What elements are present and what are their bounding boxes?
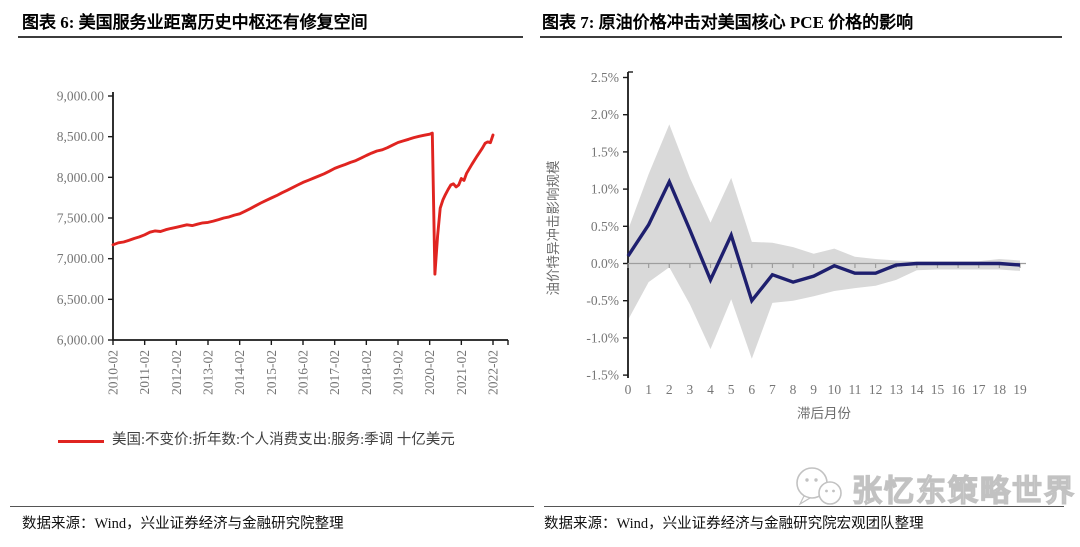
svg-text:2013-02: 2013-02 bbox=[201, 350, 216, 395]
us-services-line-chart: 9,000.00 8,500.00 8,000.00 7,500.00 7,000.00… bbox=[57, 89, 509, 395]
watermark-text: 张忆东策略世界 bbox=[851, 474, 1076, 508]
svg-text:2019-02: 2019-02 bbox=[391, 350, 406, 395]
chart-7-title-rule bbox=[540, 36, 1062, 38]
svg-text:16: 16 bbox=[951, 382, 965, 397]
svg-text:12: 12 bbox=[869, 382, 883, 397]
svg-text:15: 15 bbox=[931, 382, 945, 397]
svg-text:0: 0 bbox=[625, 382, 632, 397]
watermark: 张忆东策略世界 bbox=[790, 466, 1076, 510]
svg-text:-1.5%: -1.5% bbox=[586, 368, 619, 383]
svg-text:18: 18 bbox=[993, 382, 1007, 397]
svg-text:14: 14 bbox=[910, 382, 924, 397]
svg-text:2016-02: 2016-02 bbox=[296, 350, 311, 395]
chart-7-title: 图表 7: 原油价格冲击对美国核心 PCE 价格的影响 bbox=[542, 13, 914, 32]
svg-text:2.5%: 2.5% bbox=[591, 70, 619, 85]
svg-text:7: 7 bbox=[769, 382, 776, 397]
svg-text:13: 13 bbox=[889, 382, 903, 397]
panel-chart-6: 图表 6: 美国服务业距离历史中枢还有修复空间 9,000.00 8,500.00… bbox=[10, 13, 534, 532]
svg-text:2017-02: 2017-02 bbox=[327, 350, 342, 395]
svg-text:2.0%: 2.0% bbox=[591, 107, 619, 122]
svg-text:2012-02: 2012-02 bbox=[169, 350, 184, 395]
svg-text:-1.0%: -1.0% bbox=[586, 330, 619, 345]
svg-text:11: 11 bbox=[848, 382, 861, 397]
svg-text:1: 1 bbox=[645, 382, 652, 397]
svg-text:8: 8 bbox=[790, 382, 797, 397]
svg-text:2015-02: 2015-02 bbox=[264, 350, 279, 395]
svg-text:2018-02: 2018-02 bbox=[359, 350, 374, 395]
svg-text:9: 9 bbox=[810, 382, 817, 397]
svg-text:2021-02: 2021-02 bbox=[454, 350, 469, 395]
red-line-legend-swatch bbox=[58, 440, 104, 443]
svg-text:10: 10 bbox=[828, 382, 842, 397]
svg-text:7,500.00: 7,500.00 bbox=[57, 211, 105, 226]
svg-text:6,000.00: 6,000.00 bbox=[57, 333, 105, 348]
wechat-icon bbox=[796, 467, 842, 506]
svg-text:0.5%: 0.5% bbox=[591, 219, 619, 234]
svg-text:3: 3 bbox=[687, 382, 694, 397]
svg-text:6: 6 bbox=[748, 382, 755, 397]
chart-7-source-rule bbox=[544, 506, 1064, 508]
chart-6-source: 数据来源：Wind，兴业证券经济与金融研究院整理 bbox=[22, 516, 344, 532]
svg-text:4: 4 bbox=[707, 382, 714, 397]
svg-text:5: 5 bbox=[728, 382, 735, 397]
svg-text:19: 19 bbox=[1013, 382, 1027, 397]
chart-6-title-rule bbox=[18, 36, 523, 38]
svg-text:滞后月份: 滞后月份 bbox=[797, 406, 851, 421]
svg-text:2020-02: 2020-02 bbox=[422, 350, 437, 395]
svg-text:1.0%: 1.0% bbox=[591, 182, 619, 197]
svg-text:2: 2 bbox=[666, 382, 673, 397]
svg-text:2010-02: 2010-02 bbox=[106, 350, 121, 395]
legend-label: 美国:不变价:折年数:个人消费支出:服务:季调 十亿美元 bbox=[112, 432, 455, 448]
svg-text:1.5%: 1.5% bbox=[591, 144, 619, 159]
svg-text:2011-02: 2011-02 bbox=[137, 350, 152, 395]
oil-shock-pce-irf-chart: 2.5% 2.0% 1.5% 1.0% 0.5% 0.0% -0.5% -1.0% -1.5% 0… bbox=[546, 70, 1027, 421]
svg-text:8,500.00: 8,500.00 bbox=[57, 129, 105, 144]
svg-text:7,000.00: 7,000.00 bbox=[57, 251, 105, 266]
svg-text:8,000.00: 8,000.00 bbox=[57, 170, 105, 185]
svg-text:油价特异冲击影响规模: 油价特异冲击影响规模 bbox=[546, 160, 561, 295]
svg-text:0.0%: 0.0% bbox=[591, 256, 619, 271]
chart-6-title: 图表 6: 美国服务业距离历史中枢还有修复空间 bbox=[22, 13, 368, 32]
svg-text:6,500.00: 6,500.00 bbox=[57, 292, 105, 307]
svg-text:2022-02: 2022-02 bbox=[486, 350, 501, 395]
chart-7-source: 数据来源：Wind，兴业证券经济与金融研究院宏观团队整理 bbox=[544, 516, 924, 532]
chart-6-source-rule bbox=[10, 506, 534, 508]
svg-text:2014-02: 2014-02 bbox=[232, 350, 247, 395]
panel-chart-7: 图表 7: 原油价格冲击对美国核心 PCE 价格的影响 2.5% 2.0% 1.5%… bbox=[540, 0, 1080, 547]
svg-text:-0.5%: -0.5% bbox=[586, 293, 619, 308]
chart-6-legend: 美国:不变价:折年数:个人消费支出:服务:季调 十亿美元 bbox=[58, 430, 518, 452]
svg-text:17: 17 bbox=[972, 382, 986, 397]
svg-text:9,000.00: 9,000.00 bbox=[57, 89, 105, 104]
